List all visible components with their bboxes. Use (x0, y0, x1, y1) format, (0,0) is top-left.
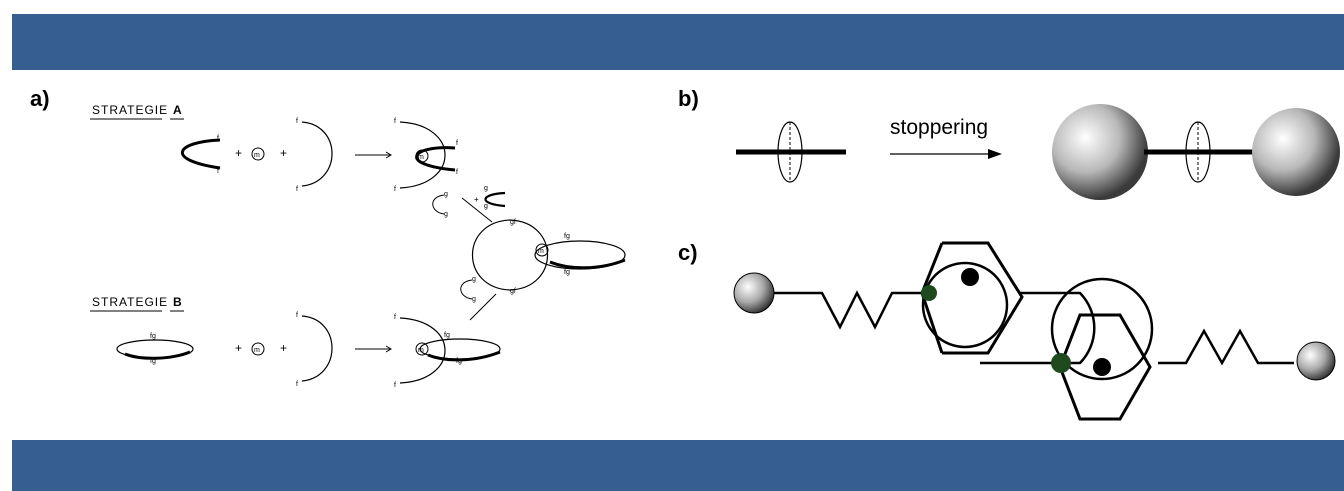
plus-sign-2: + (280, 146, 287, 160)
linker-path (980, 291, 1096, 365)
svg-text:m: m (254, 152, 260, 159)
svg-text:fg: fg (456, 358, 462, 365)
gg-crescent (484, 191, 506, 208)
stopper-ball-left (733, 272, 775, 314)
catenane-ring-1 (472, 219, 511, 291)
svg-text:+: + (280, 341, 287, 355)
stoppering-label: stoppering (890, 116, 988, 139)
svg-text:fg: fg (564, 233, 570, 240)
complex-a-crescent (415, 146, 456, 172)
svg-text:f: f (456, 169, 458, 176)
svg-text:g: g (472, 276, 476, 283)
strategy-b-title: STRATEGIE (92, 295, 168, 309)
spring-left (774, 290, 928, 330)
svg-text:m: m (418, 154, 424, 161)
open-ligand-b (301, 315, 333, 382)
bottom-banner (12, 440, 1344, 491)
svg-text:f: f (296, 381, 298, 388)
panel-c-scheme (733, 241, 1336, 421)
metal-ion-complex-b (415, 342, 429, 356)
svg-text:f: f (296, 312, 298, 319)
junction-dot-1 (921, 285, 937, 301)
panel-c-label: c) (678, 240, 698, 265)
svg-text:f: f (394, 186, 396, 193)
panel-b-label: b) (678, 86, 699, 111)
complex-b-ligand (399, 317, 446, 384)
svg-text:fg: fg (444, 332, 450, 339)
macrocycle-2 (1050, 277, 1154, 381)
svg-text:g: g (444, 191, 448, 198)
metal-ion-b (251, 342, 265, 356)
core-dot-2 (1093, 358, 1111, 376)
strategy-a-letter: A (173, 103, 182, 117)
svg-text:+: + (235, 341, 242, 355)
strategy-a-title: STRATEGIE (92, 103, 168, 117)
svg-text:f: f (394, 382, 396, 389)
macrocycle-1 (921, 261, 1009, 349)
top-banner (12, 14, 1344, 70)
svg-text:g: g (484, 185, 488, 192)
panel-a-scheme: STRATEGIE A f f + m + f f m f f f f g g … (90, 103, 626, 389)
svg-text:g: g (472, 296, 476, 303)
gg-reagent-1 (432, 194, 445, 215)
svg-text:fg: fg (150, 333, 156, 340)
svg-text:gf: gf (510, 219, 516, 226)
gg-reagent-2 (460, 279, 473, 300)
spring-right (1158, 328, 1294, 366)
svg-text:gf: gf (510, 288, 516, 295)
svg-text:fg: fg (150, 358, 156, 365)
complex-a-ligand (399, 121, 446, 189)
core-dot-1 (961, 268, 979, 286)
svg-text:f: f (217, 168, 219, 175)
strategy-b-letter: B (173, 295, 182, 309)
svg-text:m: m (538, 248, 544, 255)
svg-text:f: f (296, 118, 298, 125)
svg-text:m: m (254, 347, 260, 354)
svg-text:+: + (474, 195, 479, 204)
svg-text:f: f (456, 140, 458, 147)
metal-ion-catenane (535, 243, 549, 257)
panel-a-label: a) (30, 86, 50, 111)
arrow-a2 (461, 197, 493, 223)
svg-text:f: f (394, 314, 396, 321)
open-ligand-a (301, 121, 333, 187)
metal-ion-a (251, 147, 265, 161)
svg-text:g: g (484, 203, 488, 210)
svg-text:f: f (394, 118, 396, 125)
stopper-ball-right (1296, 341, 1336, 381)
stopper-right (1252, 108, 1340, 196)
stopper-left (1052, 104, 1148, 200)
hexagon-1 (942, 241, 1024, 355)
junction-dot-2 (1051, 353, 1071, 373)
panel-b-scheme: stoppering (736, 104, 1340, 200)
svg-text:f: f (296, 186, 298, 193)
svg-text:m: m (418, 347, 424, 354)
svg-text:g: g (444, 211, 448, 218)
plus-sign-1: + (235, 146, 242, 160)
crescent-fragment-a (181, 138, 221, 170)
metal-ion-complex-a (415, 149, 429, 163)
svg-text:fg: fg (564, 269, 570, 276)
arrow-b2 (469, 293, 497, 321)
svg-text:f: f (217, 135, 219, 142)
